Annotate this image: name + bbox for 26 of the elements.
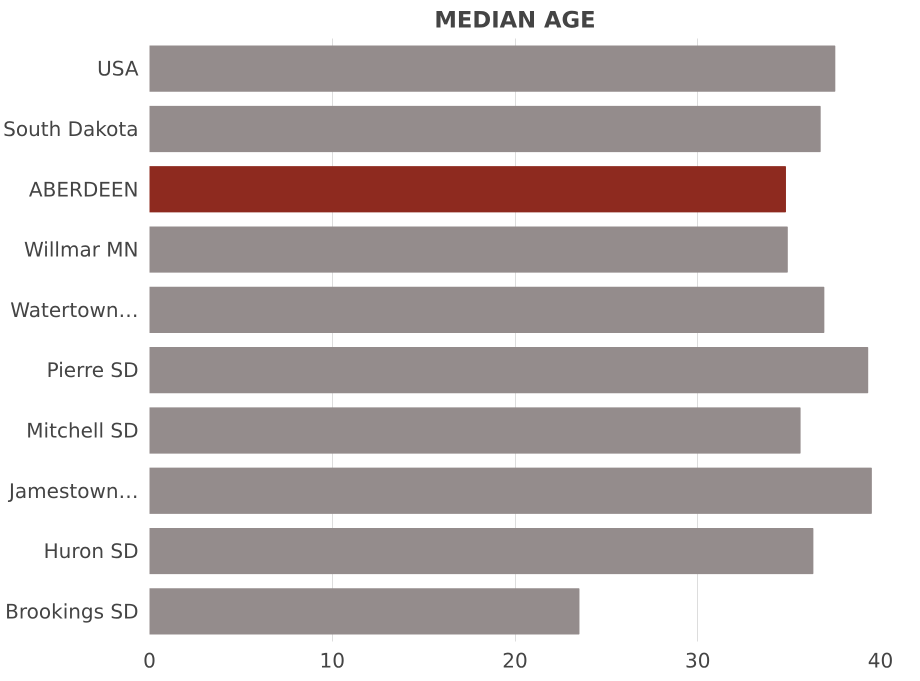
x-tick-label: 20 [502,648,528,672]
bar [150,286,824,333]
y-tick-label: Mitchell SD [26,418,139,442]
y-tick-label: Jamestown… [7,478,139,503]
bar [150,166,786,212]
y-tick-label: Pierre SD [46,358,139,382]
bar [150,46,836,92]
x-tick-label: 0 [143,648,156,672]
x-tick-label: 40 [868,648,894,672]
x-tick-label: 10 [320,648,345,672]
bar [150,226,788,273]
y-tick-label: USA [97,56,139,81]
y-tick-label: ABERDEEN [28,177,139,202]
bar [150,588,580,634]
y-tick-label: Willmar MN [24,238,139,262]
bar [150,468,872,514]
y-tick-label: Huron SD [44,539,139,564]
x-tick-label: 30 [685,648,710,672]
chart-title: MEDIAN AGE [434,8,596,34]
bar [150,407,801,454]
y-tick-label: Brookings SD [5,599,138,624]
bar [150,528,814,574]
bar [150,347,868,394]
y-tick-label: South Dakota [3,116,138,141]
bar [150,106,821,152]
y-tick-label: Watertown… [10,298,138,322]
